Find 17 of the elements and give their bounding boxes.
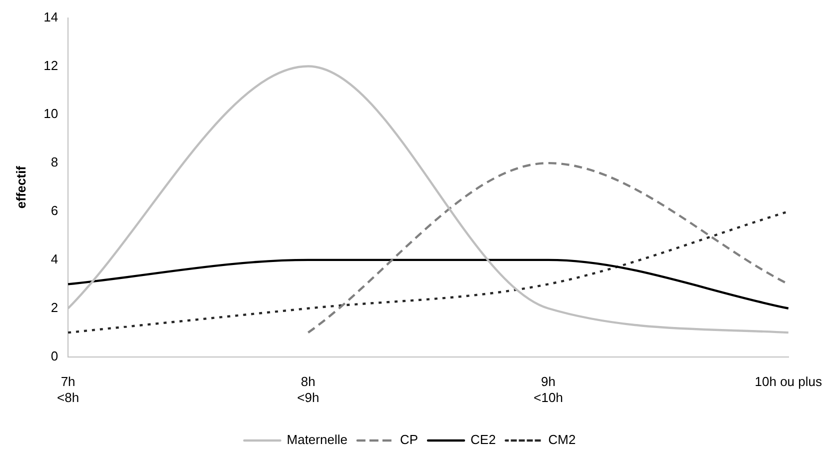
x-tick-label: 7h <8h	[57, 374, 80, 405]
y-tick-label: 8	[50, 154, 58, 170]
y-axis-title: effectif	[13, 165, 28, 209]
legend-label: Maternelle	[286, 432, 348, 448]
y-tick-label: 14	[44, 9, 58, 24]
y-tick-label: 12	[44, 58, 58, 73]
x-tick-label: 10h ou plus	[754, 374, 822, 390]
y-tick-label: 2	[50, 300, 58, 315]
x-tick-label: 8h <9h	[297, 374, 320, 405]
x-tick-label: 9h <10h	[534, 374, 563, 405]
legend-label: CM2	[548, 432, 576, 448]
y-tick-label: 6	[50, 203, 58, 218]
legend-label: CE2	[470, 432, 496, 448]
y-tick-label: 4	[50, 252, 58, 267]
y-tick-label: 0	[50, 348, 58, 364]
y-tick-label: 10	[44, 106, 58, 122]
legend-label: CP	[400, 432, 418, 448]
